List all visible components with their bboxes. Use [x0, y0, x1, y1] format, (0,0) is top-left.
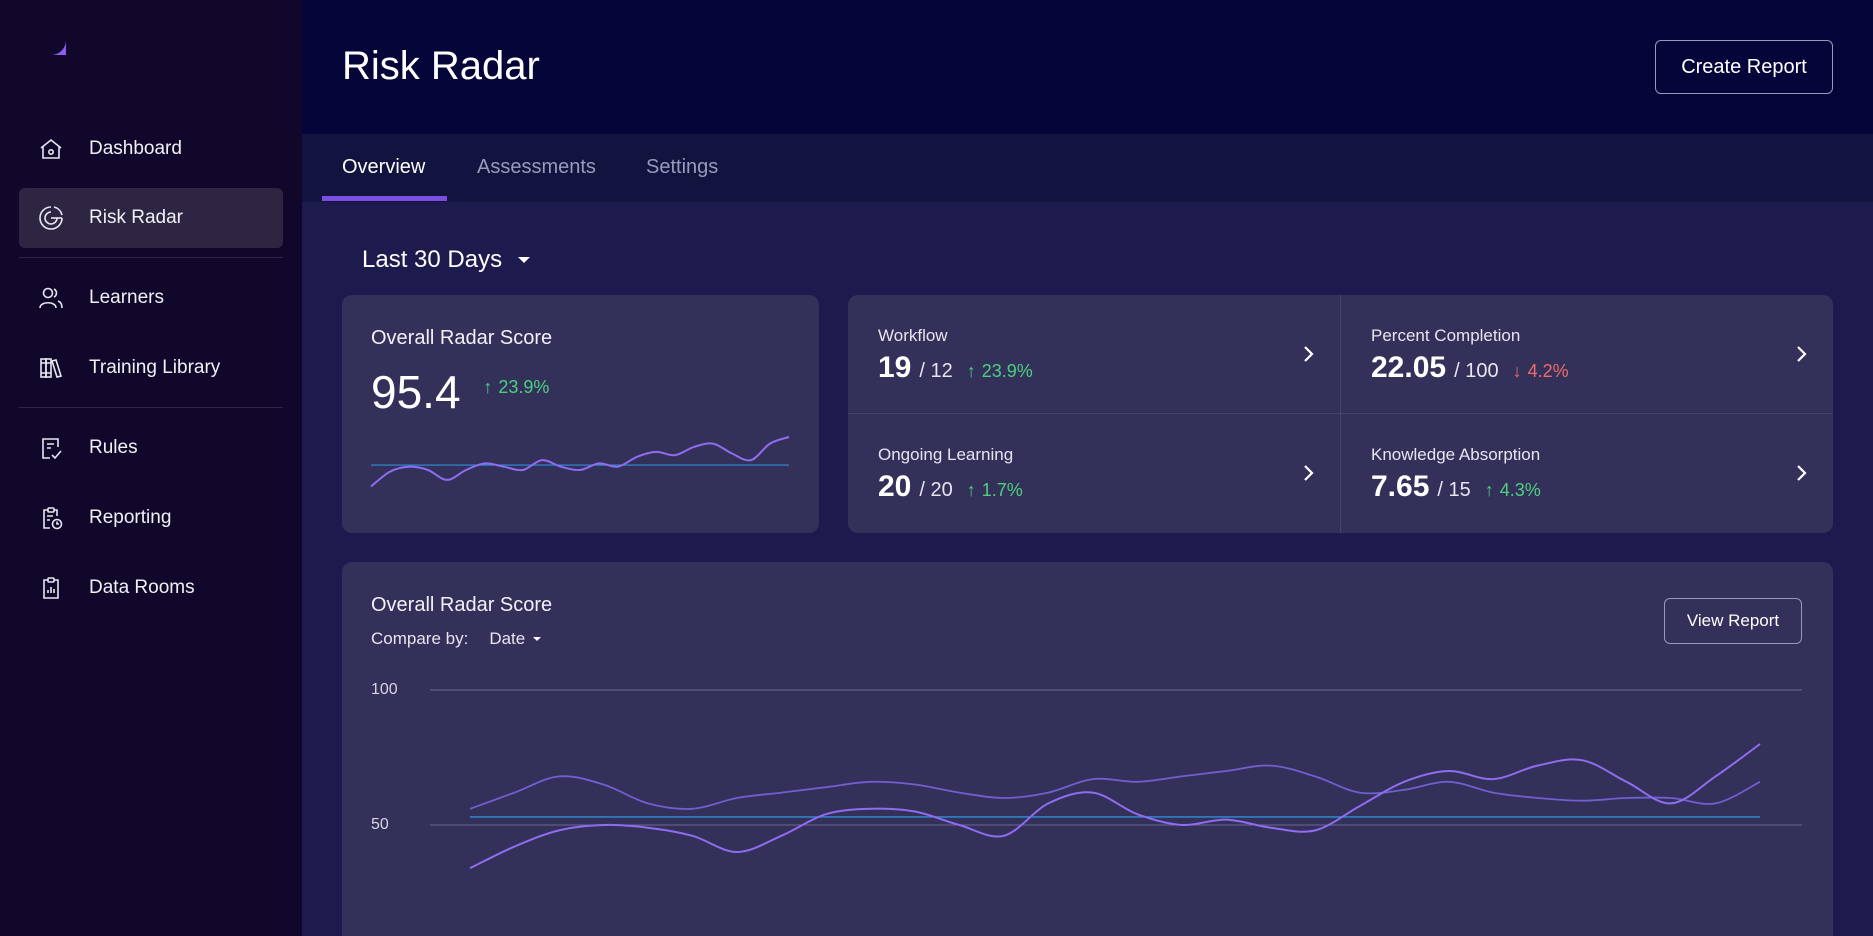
series-line-primary — [469, 743, 1761, 870]
page-header: Risk Radar Create Report — [302, 0, 1873, 134]
score-trend: ↑ 23.9% — [483, 377, 549, 398]
tab-overview[interactable]: Overview — [342, 156, 426, 178]
metric-total: / 100 — [1454, 360, 1499, 382]
chart-card-title: Overall Radar Score — [371, 594, 553, 616]
score-value: 95.4 ↑ 23.9% — [371, 365, 549, 419]
rules-icon — [37, 434, 65, 462]
metric-value: 19 — [878, 351, 912, 384]
metric-label: Workflow — [878, 326, 948, 345]
radar-score-chart — [430, 689, 1802, 870]
tab-bar: Overview Assessments Settings — [302, 134, 1873, 202]
metric-trend-value: 4.2% — [1527, 361, 1569, 381]
caret-down-icon — [533, 637, 542, 641]
sparkline-series — [370, 436, 790, 488]
sidebar-item-label: Reporting — [89, 507, 172, 528]
metrics-divider-horizontal — [848, 413, 1833, 414]
arrow-up-icon: ↑ — [1484, 480, 1494, 500]
sidebar: Dashboard Risk Radar Learners Training L… — [0, 0, 302, 936]
tab-assessments[interactable]: Assessments — [477, 156, 596, 178]
sidebar-item-label: Training Library — [89, 357, 221, 378]
period-label: Last 30 Days — [362, 246, 503, 273]
chevron-right-icon — [1304, 346, 1314, 362]
metric-label: Ongoing Learning — [878, 445, 1014, 464]
metric-trend: ↑ 1.7% — [967, 480, 1023, 501]
home-icon — [37, 135, 65, 163]
sidebar-divider — [19, 407, 283, 408]
metrics-card: Workflow 19 / 12 ↑ 23.9% Percent Completi… — [848, 295, 1833, 533]
metric-label: Percent Completion — [1371, 326, 1521, 345]
sidebar-item-label: Dashboard — [89, 138, 182, 159]
metric-workflow[interactable]: Workflow 19 / 12 ↑ 23.9% — [848, 295, 1340, 414]
sidebar-item-rules[interactable]: Rules — [19, 418, 283, 478]
metric-value-row: 22.05 / 100 ↓ 4.2% — [1371, 351, 1569, 385]
sidebar-item-label: Risk Radar — [89, 207, 183, 228]
metric-knowledge-absorption[interactable]: Knowledge Absorption 7.65 / 15 ↑ 4.3% — [1341, 414, 1833, 533]
metric-trend: ↑ 23.9% — [967, 361, 1033, 382]
library-icon — [37, 354, 65, 382]
sidebar-item-training-library[interactable]: Training Library — [19, 338, 283, 398]
y-tick-label: 50 — [371, 816, 389, 833]
compare-by: Compare by: Date — [371, 629, 542, 649]
compare-value: Date — [489, 629, 526, 648]
score-number: 95.4 — [371, 366, 461, 418]
arrow-up-icon: ↑ — [483, 377, 493, 398]
sidebar-item-risk-radar[interactable]: Risk Radar — [19, 188, 283, 248]
arrow-down-icon: ↓ — [1512, 361, 1522, 381]
data-rooms-icon — [37, 574, 65, 602]
sidebar-item-label: Rules — [89, 437, 138, 458]
metric-trend-value: 23.9% — [981, 361, 1033, 381]
score-card: Overall Radar Score 95.4 ↑ 23.9% — [342, 295, 819, 533]
radar-icon — [37, 204, 65, 232]
sidebar-divider — [19, 257, 283, 258]
chevron-right-icon — [1797, 346, 1807, 362]
chevron-right-icon — [1797, 465, 1807, 481]
app-logo-icon[interactable] — [33, 22, 69, 58]
reporting-icon — [37, 504, 65, 532]
metric-trend: ↑ 4.3% — [1485, 480, 1541, 501]
score-sparkline — [370, 436, 790, 488]
metric-trend-value: 4.3% — [1499, 480, 1541, 500]
sidebar-item-learners[interactable]: Learners — [19, 268, 283, 328]
users-icon — [37, 284, 65, 312]
page-title: Risk Radar — [342, 44, 540, 88]
active-tab-indicator — [322, 196, 447, 201]
sidebar-item-data-rooms[interactable]: Data Rooms — [19, 558, 283, 618]
metric-total: / 12 — [919, 360, 953, 382]
metric-total: / 20 — [919, 479, 953, 501]
sidebar-item-label: Data Rooms — [89, 577, 195, 598]
chevron-right-icon — [1304, 465, 1314, 481]
create-report-button[interactable]: Create Report — [1655, 40, 1833, 94]
compare-dropdown[interactable]: Date — [489, 629, 542, 649]
arrow-up-icon: ↑ — [966, 361, 976, 381]
metric-total: / 15 — [1437, 479, 1471, 501]
metric-trend-value: 1.7% — [981, 480, 1023, 500]
metric-value-row: 7.65 / 15 ↑ 4.3% — [1371, 470, 1541, 504]
arrow-up-icon: ↑ — [966, 480, 976, 500]
sidebar-item-dashboard[interactable]: Dashboard — [19, 119, 283, 179]
metric-value: 20 — [878, 470, 912, 503]
metric-trend: ↓ 4.2% — [1513, 361, 1569, 382]
view-report-button[interactable]: View Report — [1664, 598, 1802, 644]
metric-value: 7.65 — [1371, 470, 1430, 503]
compare-label: Compare by: — [371, 629, 469, 648]
score-card-title: Overall Radar Score — [371, 327, 553, 349]
series-line-secondary — [469, 764, 1761, 810]
metrics-divider-vertical — [1340, 295, 1341, 533]
metric-percent-completion[interactable]: Percent Completion 22.05 / 100 ↓ 4.2% — [1341, 295, 1833, 414]
metric-ongoing-learning[interactable]: Ongoing Learning 20 / 20 ↑ 1.7% — [848, 414, 1340, 533]
y-tick-label: 100 — [371, 681, 398, 698]
metric-value: 22.05 — [1371, 351, 1447, 384]
sidebar-item-label: Learners — [89, 287, 164, 308]
sidebar-item-reporting[interactable]: Reporting — [19, 488, 283, 548]
metric-label: Knowledge Absorption — [1371, 445, 1541, 464]
caret-down-icon — [518, 257, 531, 263]
metric-value-row: 20 / 20 ↑ 1.7% — [878, 470, 1023, 504]
tab-settings[interactable]: Settings — [646, 156, 719, 178]
chart-card: Overall Radar Score Compare by: Date Vie… — [342, 562, 1833, 936]
period-dropdown[interactable]: Last 30 Days — [362, 246, 531, 274]
metric-value-row: 19 / 12 ↑ 23.9% — [878, 351, 1033, 385]
score-trend-value: 23.9% — [498, 377, 550, 398]
